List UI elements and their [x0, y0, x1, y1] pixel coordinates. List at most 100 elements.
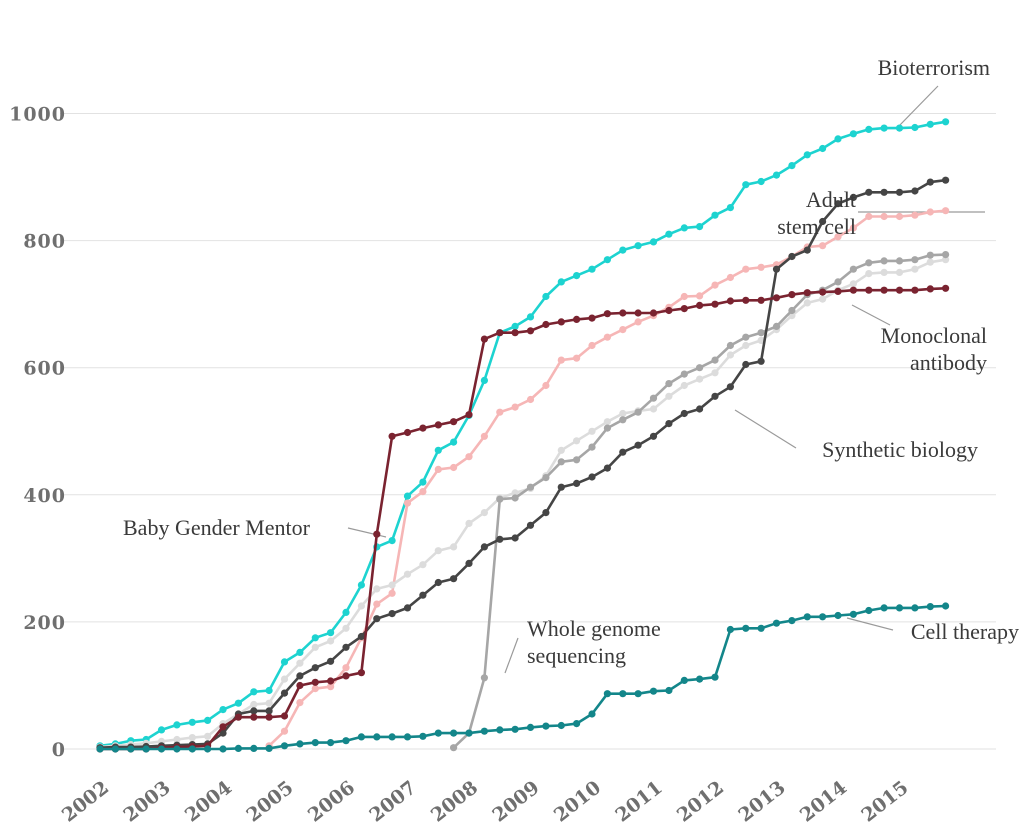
data-point: [603, 424, 612, 432]
data-point: [173, 735, 181, 744]
data-point: [204, 745, 212, 753]
data-point: [803, 246, 811, 254]
data-point: [265, 699, 273, 707]
data-point: [788, 252, 796, 261]
data-point: [511, 489, 519, 497]
x-tick-label: 2009: [488, 777, 543, 827]
series-0: [96, 118, 950, 750]
data-point: [603, 418, 612, 426]
x-tick-label: 2015: [857, 777, 912, 827]
series-4: [96, 176, 950, 752]
data-point: [219, 723, 227, 731]
data-point: [357, 602, 365, 610]
data-point: [619, 326, 627, 334]
data-point: [603, 310, 612, 318]
data-point: [142, 745, 150, 753]
data-point: [834, 200, 842, 208]
series-layer: [96, 118, 950, 753]
data-point: [726, 625, 735, 634]
data-point: [742, 341, 750, 350]
data-point: [619, 246, 627, 254]
data-point: [403, 733, 412, 741]
data-point: [265, 713, 273, 721]
data-point: [772, 265, 781, 273]
data-point: [434, 578, 442, 587]
annotation-synthetic: Synthetic biology: [822, 437, 978, 462]
data-point: [834, 233, 842, 241]
data-point: [942, 176, 950, 184]
data-point: [911, 286, 919, 294]
data-point: [342, 643, 350, 651]
data-point: [619, 409, 627, 418]
data-point: [911, 123, 919, 132]
x-tick-label: 2002: [58, 777, 113, 827]
data-point: [911, 265, 919, 273]
data-point: [880, 124, 888, 132]
data-point: [619, 309, 627, 317]
series-line: [99, 178, 946, 749]
data-point: [357, 669, 365, 677]
data-point: [665, 420, 673, 428]
data-point: [926, 258, 934, 266]
data-point: [480, 727, 488, 735]
data-point: [296, 648, 304, 657]
data-point: [465, 559, 473, 568]
data-point: [942, 207, 950, 215]
data-point: [327, 683, 335, 691]
data-point: [895, 212, 904, 221]
y-tick-label: 1000: [9, 104, 66, 126]
y-axis-ticks: 0 200 400 600 800 1000: [9, 104, 66, 762]
data-point: [634, 318, 642, 326]
data-point: [788, 617, 796, 625]
data-point: [311, 678, 319, 686]
data-point: [419, 478, 427, 486]
data-point: [388, 733, 396, 741]
data-point: [726, 273, 735, 282]
data-point: [219, 745, 227, 753]
data-point: [419, 488, 427, 496]
data-point: [342, 664, 350, 672]
annotation-monoclonal: Monoclonal antibody: [881, 323, 987, 375]
data-point: [757, 336, 765, 344]
data-point: [603, 333, 612, 341]
data-point: [895, 124, 904, 132]
x-tick-label: 2005: [242, 777, 297, 827]
data-point: [357, 632, 365, 641]
data-point: [865, 188, 873, 196]
data-point: [480, 508, 488, 517]
data-point: [234, 744, 242, 753]
data-point: [573, 315, 581, 323]
data-point: [511, 494, 519, 502]
data-point: [542, 722, 550, 730]
data-point: [557, 278, 565, 286]
data-point: [234, 699, 242, 707]
annotation-line: Bioterrorism: [878, 55, 990, 80]
data-point: [342, 608, 350, 617]
data-point: [834, 135, 842, 143]
data-point: [680, 409, 688, 418]
data-point: [603, 464, 612, 472]
data-point: [388, 432, 396, 440]
data-point: [819, 217, 827, 226]
data-point: [296, 681, 304, 690]
data-point: [772, 322, 781, 330]
data-point: [665, 230, 673, 238]
data-point: [680, 305, 688, 313]
data-point: [880, 604, 888, 612]
data-point: [419, 591, 427, 599]
data-point: [542, 381, 550, 390]
data-point: [849, 265, 858, 273]
data-point: [250, 707, 258, 715]
data-point: [726, 341, 735, 350]
data-point: [188, 718, 196, 726]
data-point: [342, 737, 350, 745]
data-point: [557, 446, 565, 454]
data-point: [711, 673, 719, 681]
data-point: [327, 739, 335, 747]
data-point: [557, 458, 565, 466]
data-point: [803, 151, 811, 159]
data-point: [542, 292, 550, 301]
data-point: [280, 712, 289, 720]
data-point: [526, 521, 535, 529]
data-point: [895, 604, 904, 612]
